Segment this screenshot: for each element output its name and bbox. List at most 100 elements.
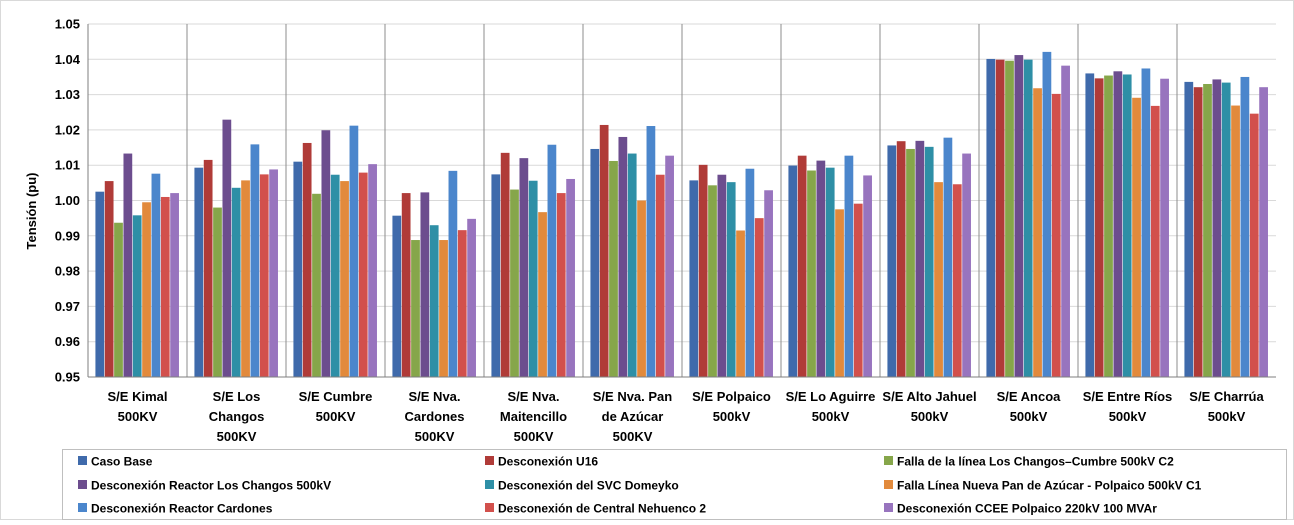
bar xyxy=(528,180,538,377)
bar xyxy=(1203,84,1212,377)
bar xyxy=(726,182,736,377)
legend-item: Desconexión del SVC Domeyko xyxy=(485,479,679,493)
bar xyxy=(609,160,618,377)
legend-item: Desconexión U16 xyxy=(485,455,598,469)
bar xyxy=(222,119,232,378)
bar xyxy=(448,170,458,377)
bar xyxy=(123,153,133,377)
bar xyxy=(1259,87,1268,377)
bar xyxy=(368,164,377,377)
bar xyxy=(519,158,529,377)
bar xyxy=(887,145,897,377)
y-tick-label: 1.04 xyxy=(55,52,81,67)
axes xyxy=(87,24,1276,378)
bar xyxy=(1033,88,1042,377)
bar xyxy=(915,140,925,377)
bar xyxy=(429,225,439,377)
bar xyxy=(1051,93,1061,378)
y-tick-label: 1.03 xyxy=(55,87,80,102)
bar xyxy=(491,174,501,377)
bar xyxy=(194,167,204,377)
bar xyxy=(962,153,971,377)
y-tick-label: 0.96 xyxy=(55,334,80,349)
bar xyxy=(231,187,241,377)
legend-label: Falla Línea Nueva Pan de Azúcar - Polpai… xyxy=(897,479,1202,493)
legend-box xyxy=(62,449,1287,520)
bar xyxy=(1094,78,1104,377)
bar xyxy=(590,148,600,377)
y-tick-label: 0.97 xyxy=(55,299,80,314)
bar xyxy=(114,222,123,377)
bar xyxy=(807,170,816,377)
bar xyxy=(566,178,575,377)
bar xyxy=(599,124,609,377)
bar xyxy=(764,190,773,377)
bar xyxy=(321,130,331,377)
bar xyxy=(816,160,826,377)
legend-item: Desconexión CCEE Polpaico 220kV 100 MVAr xyxy=(884,502,1157,516)
x-category-label: S/E Charrúa 500kV xyxy=(1189,389,1264,424)
bar xyxy=(330,174,340,377)
x-category-label: S/E Los Changos 500KV xyxy=(209,389,265,444)
x-category-label: S/E Nva. Cardones 500KV xyxy=(405,389,465,444)
bar xyxy=(457,230,467,377)
legend-swatch xyxy=(78,503,87,512)
bar xyxy=(665,155,674,377)
bar xyxy=(844,155,854,377)
legend-swatch xyxy=(485,480,494,489)
bar xyxy=(1221,82,1231,378)
legend-label: Desconexión U16 xyxy=(498,455,598,469)
bar xyxy=(259,174,269,377)
bars xyxy=(95,51,1268,378)
x-category-label: S/E Entre Ríos 500kV xyxy=(1083,389,1173,424)
bar xyxy=(411,240,420,377)
bar xyxy=(160,196,170,377)
bar xyxy=(655,174,665,377)
y-tick-label: 0.95 xyxy=(55,370,80,385)
bar xyxy=(618,136,628,377)
legend-label: Falla de la línea Los Changos–Cumbre 500… xyxy=(897,455,1174,469)
legend: Caso Base Desconexión U16 Falla de la líne… xyxy=(62,449,1287,520)
y-tick-label: 1.05 xyxy=(55,17,80,32)
bar xyxy=(952,184,962,377)
bar xyxy=(1113,71,1123,377)
y-tick-label: 1.00 xyxy=(55,193,80,208)
y-axis-title: Tensión (pu) xyxy=(24,172,39,249)
bar xyxy=(986,58,996,378)
legend-swatch xyxy=(78,456,87,465)
legend-item: Falla de la línea Los Changos–Cumbre 500… xyxy=(884,455,1174,469)
bar xyxy=(835,209,844,377)
x-category-label: S/E Lo Aguirre 500kV xyxy=(786,389,876,424)
bar xyxy=(1061,65,1070,378)
bar xyxy=(825,167,835,377)
bar xyxy=(170,193,179,377)
legend-item: Desconexión de Central Nehuenco 2 xyxy=(485,502,706,516)
bar xyxy=(689,180,699,377)
legend-item: Desconexión Reactor Cardones xyxy=(78,502,273,516)
bar xyxy=(1042,51,1052,378)
legend-swatch xyxy=(884,456,893,465)
bar xyxy=(797,155,807,377)
bar xyxy=(293,161,303,377)
x-category-labels: S/E Kimal 500KV S/E Los Changos 500KV S/E Cum… xyxy=(108,389,1265,444)
bar xyxy=(467,218,476,377)
legend-label: Desconexión del SVC Domeyko xyxy=(498,479,679,493)
x-category-label: S/E Ancoa 500kV xyxy=(997,389,1062,424)
bar xyxy=(401,193,411,377)
bar xyxy=(1104,75,1113,378)
legend-swatch xyxy=(485,456,494,465)
bar xyxy=(637,200,646,377)
legend-label: Desconexión Reactor Los Changos 500kV xyxy=(91,479,331,493)
bar xyxy=(1212,79,1222,378)
legend-label: Desconexión de Central Nehuenco 2 xyxy=(498,502,706,516)
y-tick-label: 1.01 xyxy=(55,158,80,173)
bar xyxy=(1231,105,1240,377)
bar xyxy=(392,215,402,377)
bar xyxy=(500,152,510,377)
bar xyxy=(510,189,519,377)
bar xyxy=(708,185,717,377)
bar xyxy=(420,192,430,377)
bar xyxy=(312,193,321,377)
bar xyxy=(698,164,708,377)
legend-label: Desconexión Reactor Cardones xyxy=(91,502,273,516)
